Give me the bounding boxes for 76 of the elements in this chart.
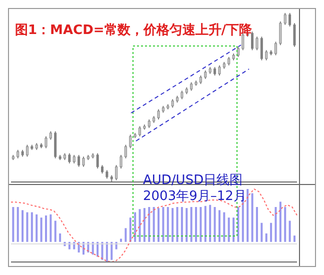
bar	[172, 208, 174, 242]
bar	[138, 209, 141, 242]
candlestick	[120, 154, 122, 169]
bar	[180, 206, 183, 242]
bar	[228, 218, 230, 242]
candlestick	[78, 154, 80, 168]
bar	[274, 206, 277, 242]
candlestick	[68, 152, 71, 164]
bar	[200, 206, 202, 242]
bar	[148, 206, 150, 242]
bar	[190, 206, 192, 242]
candlestick	[124, 144, 127, 159]
candlestick	[274, 41, 277, 56]
bar	[204, 206, 206, 242]
candlestick	[251, 31, 254, 51]
candlestick	[288, 12, 292, 28]
bar	[166, 206, 169, 242]
bar	[16, 206, 19, 242]
bar	[158, 208, 160, 242]
bar	[50, 214, 52, 242]
candlestick	[293, 22, 296, 48]
bar	[129, 218, 132, 242]
candlestick	[284, 12, 286, 26]
candlestick	[54, 130, 57, 159]
candlestick	[138, 126, 142, 137]
bar	[195, 206, 198, 242]
candlestick	[236, 46, 240, 58]
bar	[152, 206, 155, 242]
bar	[36, 214, 38, 242]
candlestick	[265, 50, 268, 61]
bar	[106, 242, 108, 262]
bar	[124, 228, 127, 242]
candlestick	[96, 152, 99, 169]
bar	[209, 204, 212, 242]
bar	[232, 218, 235, 242]
candlestick	[129, 134, 132, 149]
bar	[284, 206, 286, 242]
bar	[218, 210, 220, 242]
candlestick	[26, 144, 28, 158]
bar	[143, 208, 146, 242]
candlestick	[279, 20, 282, 46]
bar	[134, 212, 136, 242]
bar	[256, 206, 258, 242]
bar	[162, 206, 164, 242]
candlestick	[82, 156, 85, 168]
bar	[265, 233, 268, 242]
candlestick	[260, 36, 263, 61]
bar	[270, 222, 272, 242]
candlestick	[115, 164, 118, 181]
bar	[92, 242, 94, 255]
bar	[186, 208, 188, 242]
bar	[288, 220, 291, 242]
annotation: 2003年9月–12月	[143, 189, 246, 205]
candlestick	[218, 64, 221, 76]
candlestick	[157, 108, 160, 120]
bar	[59, 233, 62, 242]
bar	[176, 206, 178, 242]
candlestick	[44, 136, 48, 149]
bar	[26, 212, 28, 242]
bar	[44, 215, 47, 242]
bar	[251, 193, 254, 242]
bar	[120, 238, 122, 242]
bar	[12, 206, 14, 242]
bar	[279, 202, 282, 242]
bar	[246, 189, 249, 242]
bar	[223, 212, 226, 242]
bar	[101, 242, 104, 260]
bar	[40, 218, 42, 242]
bar	[260, 222, 263, 242]
bar	[22, 210, 24, 242]
bar	[54, 220, 56, 242]
bar	[214, 206, 216, 242]
bar	[293, 236, 296, 242]
bar	[110, 242, 113, 260]
text: 图1：MACD=常数，价格匀速上升/下降	[15, 22, 252, 39]
candlestick	[256, 36, 258, 51]
